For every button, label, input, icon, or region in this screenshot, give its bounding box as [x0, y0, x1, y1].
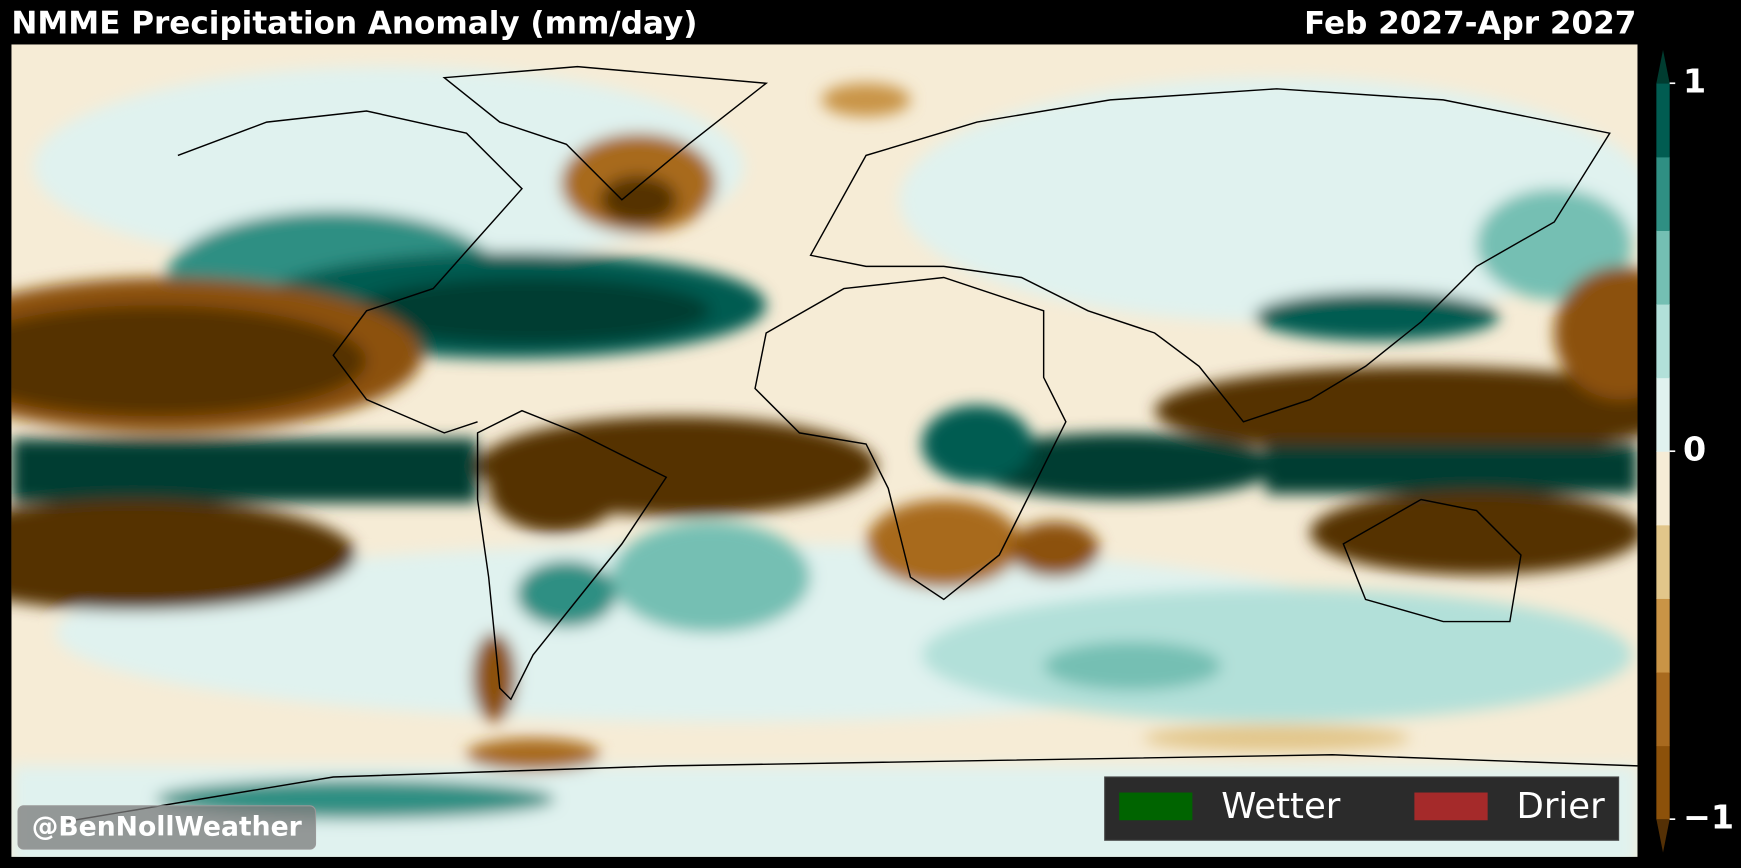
watermark: @BenNollWeather	[32, 812, 303, 843]
title: NMME Precipitation Anomaly (mm/day)	[11, 5, 697, 41]
colorbar-band	[1656, 524, 1670, 599]
legend-label: Drier	[1517, 786, 1606, 827]
watermark-box	[17, 805, 317, 850]
colorbar-band	[1656, 671, 1670, 747]
colorbar-tick-label: 0	[1683, 430, 1706, 469]
colorbar-extend-under	[1656, 819, 1670, 853]
legend: Wetter Drier	[1119, 786, 1605, 827]
colorbar-band	[1656, 598, 1670, 673]
colorbar-band	[1656, 230, 1670, 305]
colorbar-band	[1656, 83, 1670, 158]
colorbar: 1 0 −1	[1656, 49, 1734, 853]
colorbar-band	[1656, 304, 1670, 379]
colorbar-tick-label: −1	[1683, 798, 1734, 837]
period: Feb 2027-Apr 2027	[1304, 5, 1636, 41]
colorbar-band	[1656, 451, 1670, 526]
map	[11, 44, 1638, 857]
legend-label: Wetter	[1221, 786, 1341, 827]
colorbar-extend-over	[1656, 49, 1670, 84]
legend-swatch	[1414, 792, 1488, 821]
coastlines	[66, 65, 1638, 823]
legend-swatch	[1119, 792, 1193, 821]
colorbar-band	[1656, 745, 1670, 820]
colorbar-tick-label: 1	[1683, 62, 1706, 101]
colorbar-band	[1656, 377, 1670, 452]
colorbar-band	[1656, 156, 1670, 231]
